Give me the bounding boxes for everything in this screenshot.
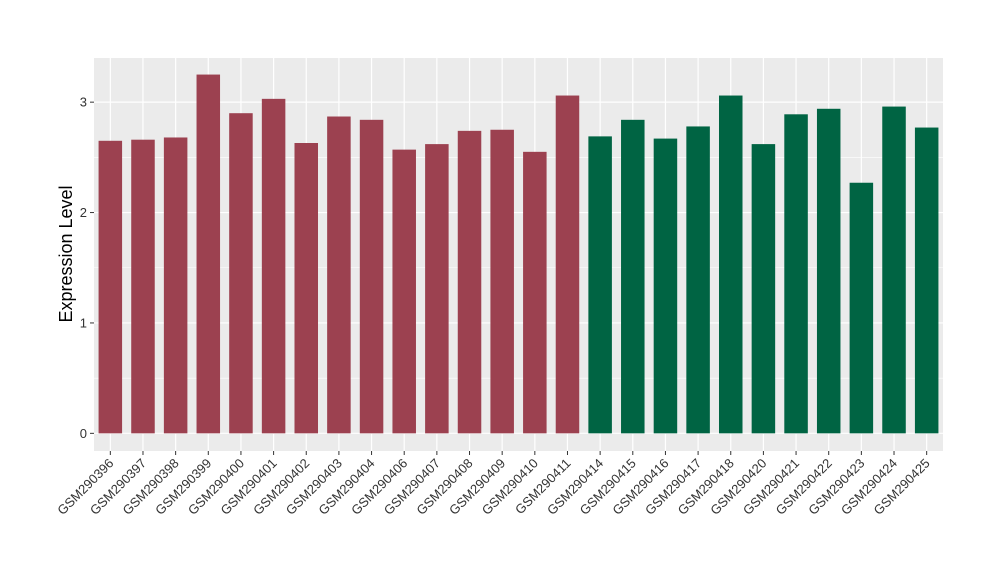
bar	[686, 126, 710, 434]
bar	[653, 138, 678, 434]
bar	[588, 136, 612, 434]
bars	[98, 74, 939, 434]
bar	[523, 151, 547, 434]
bar	[849, 182, 874, 434]
bar	[163, 137, 188, 434]
bar	[490, 129, 514, 434]
bar	[718, 95, 743, 434]
bar	[816, 108, 841, 434]
y-axis-title: Expression Level	[56, 185, 76, 322]
bar	[294, 143, 319, 434]
plot-panel	[94, 58, 943, 451]
x-axis: GSM290396GSM290397GSM290398GSM290399GSM2…	[54, 451, 933, 518]
bar	[196, 74, 221, 434]
bar	[914, 127, 939, 434]
bar	[784, 114, 808, 434]
bar	[359, 119, 384, 434]
bar	[327, 116, 351, 434]
bar	[229, 113, 253, 434]
y-tick-label: 2	[80, 205, 87, 220]
bar	[882, 106, 906, 434]
bar	[555, 95, 580, 434]
bar	[425, 144, 449, 434]
bar	[131, 139, 155, 434]
bar	[457, 130, 482, 434]
bar	[751, 144, 776, 434]
y-tick-label: 1	[80, 315, 87, 330]
y-axis: 0 1 2 3	[80, 95, 94, 441]
bar	[392, 149, 416, 434]
bar	[261, 98, 286, 434]
y-tick-label: 0	[80, 426, 87, 441]
y-tick-label: 3	[80, 95, 87, 110]
bar	[98, 140, 123, 434]
bar	[621, 119, 645, 434]
